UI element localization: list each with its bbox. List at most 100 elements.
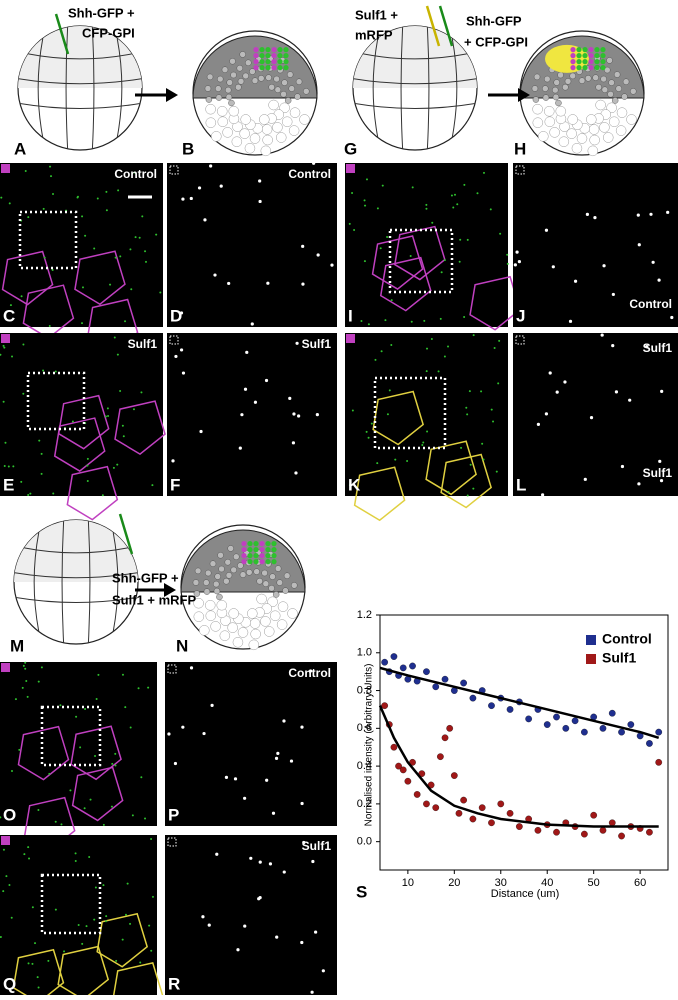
sulf-patch: [545, 44, 589, 73]
clone-cell: [582, 65, 588, 71]
signal: [130, 288, 133, 291]
cell: [205, 103, 216, 115]
panel-label: J: [516, 306, 525, 325]
signal: [447, 490, 450, 493]
signal: [151, 895, 154, 898]
clone-cell: [247, 541, 253, 547]
signal: [119, 390, 122, 393]
cell: [237, 78, 245, 85]
signal: [0, 816, 2, 819]
cell: [224, 559, 231, 566]
puncta: [295, 341, 299, 345]
signal: [439, 317, 442, 320]
cell: [193, 597, 204, 609]
cell: [553, 79, 560, 86]
point: [404, 777, 412, 785]
signal: [51, 269, 54, 272]
decor: [0, 5, 678, 1000]
x-tick-label: 30: [495, 877, 507, 889]
puncta: [174, 354, 178, 359]
clone-cell: [283, 47, 289, 53]
puncta: [649, 212, 653, 216]
puncta: [181, 371, 186, 375]
signal: [106, 407, 109, 410]
puncta: [513, 263, 517, 267]
cell: [289, 107, 301, 118]
clone-cell: [570, 65, 576, 71]
signal: [49, 165, 52, 168]
point: [581, 728, 588, 736]
signal: [79, 746, 82, 749]
signal: [506, 262, 509, 265]
puncta: [203, 218, 207, 222]
cleavage: [116, 38, 123, 138]
signal: [50, 175, 53, 178]
signal: [102, 823, 105, 826]
signal: [102, 884, 105, 887]
puncta: [243, 796, 247, 800]
puncta: [288, 396, 292, 400]
signal: [27, 216, 30, 219]
micrograph: [345, 333, 508, 496]
signal: [101, 494, 104, 497]
image-label: Control: [114, 167, 157, 181]
signal: [105, 915, 108, 918]
cell: [262, 134, 273, 146]
point: [460, 796, 467, 804]
signal: [381, 184, 384, 187]
signal: [52, 193, 55, 196]
signal: [159, 291, 162, 294]
signal: [390, 343, 393, 346]
point: [399, 664, 407, 672]
cell: [204, 85, 212, 92]
embryo-top: [353, 26, 477, 88]
signal: [48, 324, 51, 327]
cell: [260, 616, 271, 627]
signal: [394, 458, 397, 461]
needle: [118, 513, 134, 555]
cell: [249, 618, 261, 629]
cell: [567, 114, 578, 125]
puncta: [210, 703, 214, 707]
y-axis-label: Normalised intensity (Arbitrary Units): [364, 664, 375, 827]
puncta: [282, 870, 286, 874]
cell: [193, 590, 201, 597]
puncta: [658, 459, 662, 463]
signal: [155, 233, 158, 236]
micrograph: [165, 835, 337, 995]
puncta: [600, 333, 604, 337]
clone-cell: [600, 47, 606, 53]
signal: [0, 196, 3, 199]
point: [432, 804, 440, 812]
signal: [96, 197, 99, 200]
signal: [2, 848, 5, 851]
signal: [84, 707, 87, 710]
signal: [472, 487, 475, 490]
puncta: [258, 199, 262, 204]
signal: [390, 299, 393, 302]
cleavage: [426, 27, 430, 149]
puncta: [302, 840, 306, 845]
puncta: [541, 493, 545, 497]
signal: [27, 494, 30, 497]
signal: [63, 950, 66, 953]
puncta: [300, 725, 304, 729]
cleavage: [353, 78, 477, 85]
signal: [71, 420, 74, 423]
needle: [438, 5, 454, 47]
signal: [384, 319, 387, 322]
puncta: [330, 263, 334, 267]
arrowhead: [166, 88, 178, 102]
puncta: [209, 164, 213, 168]
signal: [26, 695, 29, 698]
cell-outline: [469, 275, 521, 331]
signal: [410, 320, 413, 323]
cell: [626, 114, 637, 125]
point: [534, 826, 542, 834]
puncta: [637, 482, 641, 486]
clone-cell: [271, 553, 277, 559]
clone-cell: [277, 53, 283, 59]
cell: [249, 133, 261, 144]
puncta: [315, 413, 319, 417]
signal: [83, 807, 86, 810]
